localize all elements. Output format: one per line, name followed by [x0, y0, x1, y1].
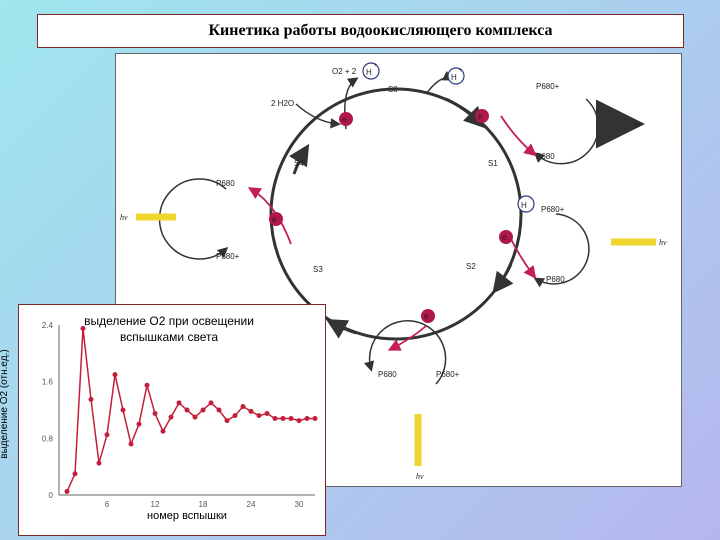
svg-text:P680: P680 [536, 152, 555, 161]
x-tick-label: 18 [199, 500, 208, 509]
svg-text:P680+: P680+ [216, 252, 240, 261]
svg-text:hν: hν [416, 472, 424, 481]
svg-text:P680: P680 [546, 275, 565, 284]
data-point [208, 400, 214, 406]
data-point [272, 416, 278, 421]
data-point [104, 432, 110, 438]
o2-release-label: O2 + 2 [332, 67, 357, 76]
data-point [232, 413, 238, 419]
state-s3-label: S3 [313, 265, 323, 274]
y-tick-label: 0.8 [42, 434, 54, 443]
svg-text:+: + [374, 63, 378, 69]
data-point [152, 411, 158, 417]
chart-title-line2: вспышками света [120, 330, 218, 344]
p680-loop-bottom: P680 P680+ e hν [363, 309, 460, 481]
svg-text:e: e [478, 112, 483, 121]
electron-icon [269, 212, 283, 226]
data-point [216, 407, 222, 413]
y-axis-label: выделение O2 (отн.ед.) [0, 349, 10, 459]
slide-title-box: Кинетика работы водоокисляющего комплекс… [37, 14, 684, 48]
svg-text:hν: hν [120, 213, 128, 222]
data-point [160, 428, 166, 434]
proton-icon: H+ [447, 67, 465, 85]
svg-text:H: H [366, 68, 372, 77]
s-state-cycle [269, 87, 523, 341]
data-point [88, 396, 94, 402]
svg-text:e: e [272, 215, 277, 224]
state-s4-label: S4 [294, 159, 304, 168]
data-point [304, 416, 310, 421]
y-tick-label: 1.6 [42, 378, 54, 387]
data-point [200, 407, 206, 413]
svg-text:P680+: P680+ [541, 205, 565, 214]
data-point [288, 416, 294, 421]
data-point [280, 416, 286, 421]
data-point [168, 414, 174, 420]
data-point [224, 418, 230, 424]
data-point [248, 408, 254, 414]
data-point [120, 407, 126, 413]
p680-loop-right: P680+ P680 e H hν [499, 195, 667, 288]
data-point [96, 460, 102, 466]
svg-text:e: e [342, 115, 347, 124]
chart-svg: выделение O2 при освещении вспышками све… [42, 314, 318, 522]
state-s1-label: S1 [488, 159, 498, 168]
y-tick-label: 2.4 [42, 321, 54, 330]
x-tick-label: 6 [105, 500, 110, 509]
electron-icon [421, 309, 435, 323]
svg-text:P680: P680 [378, 370, 397, 379]
data-point [176, 400, 182, 406]
x-tick-label: 24 [247, 500, 256, 509]
svg-text:H: H [521, 201, 527, 210]
data-point [192, 414, 198, 420]
svg-text:H: H [451, 73, 457, 82]
data-point [240, 403, 246, 409]
data-point [144, 382, 150, 388]
data-point [312, 416, 318, 421]
slide-title: Кинетика работы водоокисляющего комплекс… [208, 22, 553, 39]
p680-loop-top-right: P680+ P680 e hν [475, 82, 645, 165]
state-s0-label: S0 [388, 85, 398, 94]
data-point [296, 418, 302, 424]
electron-icon [499, 230, 513, 244]
svg-text:e: e [502, 233, 507, 242]
data-point [128, 441, 134, 447]
svg-text:P680+: P680+ [436, 370, 460, 379]
proton-icon [517, 195, 535, 213]
data-point [264, 411, 270, 417]
x-tick-label: 30 [295, 500, 304, 509]
svg-text:P680+: P680+ [536, 82, 560, 91]
svg-text:hν: hν [659, 238, 667, 247]
chart-title-line1: выделение O2 при освещении [84, 314, 254, 328]
x-axis-label: номер вспышки [147, 510, 227, 522]
electron-icon: e [339, 112, 353, 126]
svg-text:hν: hν [634, 120, 642, 129]
o2-yield-chart: выделение O2 при освещении вспышками све… [18, 304, 326, 536]
data-point [136, 421, 142, 427]
data-point [256, 413, 262, 419]
water-label: 2 H2O [271, 99, 294, 108]
data-point [72, 471, 78, 477]
state-s2-label: S2 [466, 262, 476, 271]
svg-text:e: e [424, 312, 429, 321]
data-point [80, 326, 86, 332]
y-tick-label: 0 [49, 491, 54, 500]
svg-text:+: + [459, 68, 463, 74]
series-line [66, 328, 315, 492]
proton-icon: H+ [362, 62, 380, 80]
data-point [112, 372, 118, 378]
x-tick-label: 12 [151, 500, 160, 509]
data-point [184, 407, 190, 413]
cycle-svg: S0 S1 S2 S3 S4 O2 + 2 H+ 2 H2O e H+ P680… [120, 62, 667, 481]
data-point [64, 488, 70, 494]
p680-loop-left: P680 P680+ e hν [120, 178, 292, 261]
svg-text:P680: P680 [216, 179, 235, 188]
electron-icon [475, 109, 489, 123]
